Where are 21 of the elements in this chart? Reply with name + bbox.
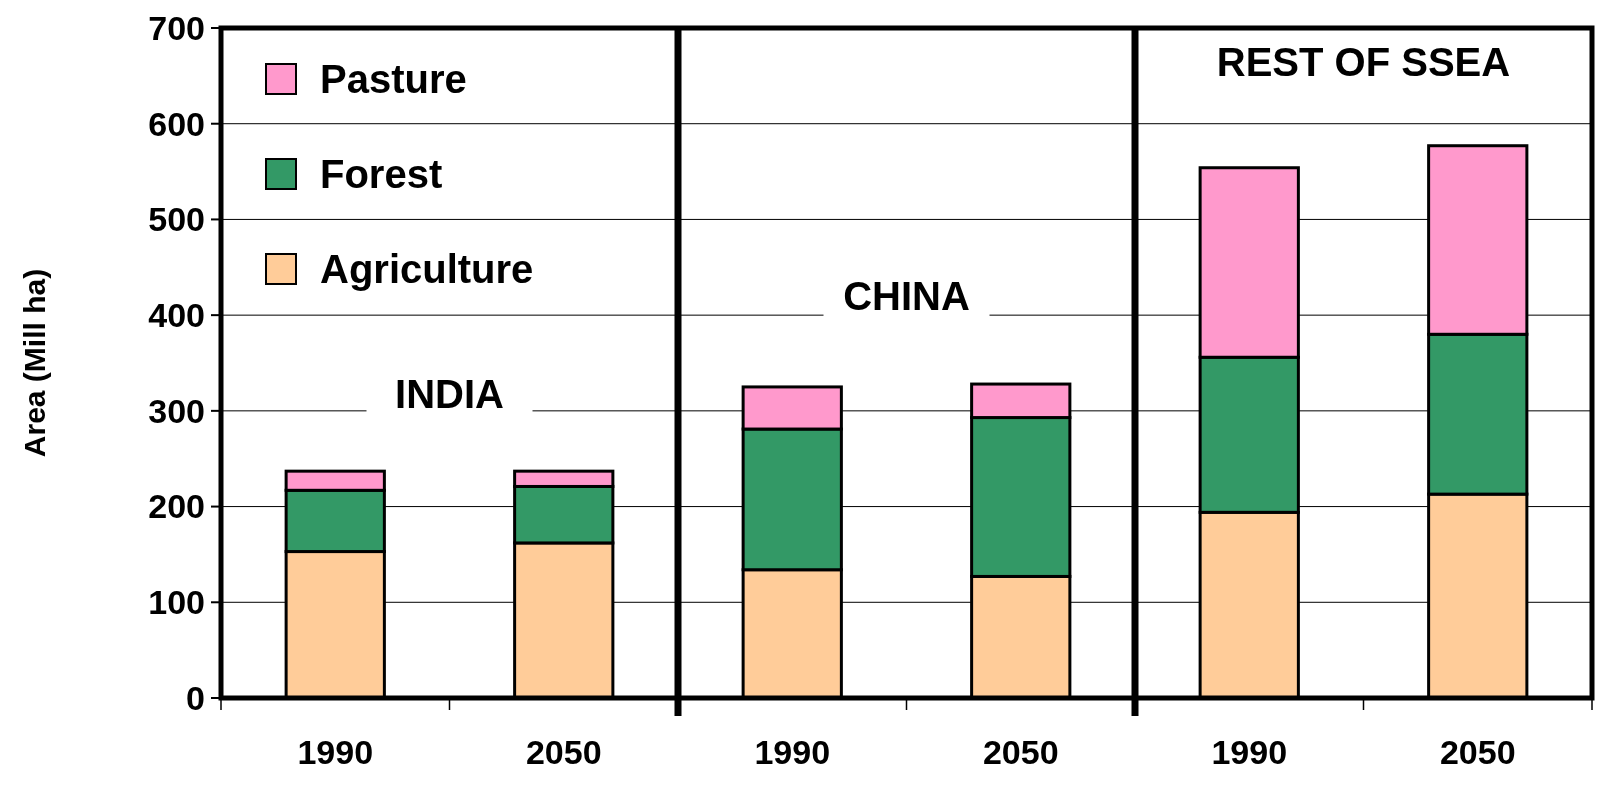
annotation: INDIA <box>395 371 504 416</box>
x-tick-label: 2050 <box>982 733 1059 771</box>
x-tick-label: 1990 <box>754 733 831 771</box>
x-tick-label: 1990 <box>1211 733 1288 771</box>
y-tick-label: 100 <box>148 583 205 622</box>
y-tick-label: 400 <box>148 296 205 335</box>
y-tick-label: 200 <box>148 487 205 526</box>
y-tick-label: 500 <box>148 200 205 239</box>
annotation: REST OF SSEA <box>1216 39 1511 84</box>
y-tick-label: 600 <box>148 104 205 143</box>
y-axis-title: Area (Mill ha) <box>18 268 51 458</box>
legend-label: Forest <box>320 152 443 196</box>
x-tick-label: 2050 <box>1439 733 1516 771</box>
y-tick-label: 300 <box>148 391 205 430</box>
legend-label: Agriculture <box>320 247 534 291</box>
annotation: CHINA <box>843 274 970 319</box>
y-tick-label: 700 <box>148 8 205 47</box>
y-tick-label: 0 <box>186 678 205 717</box>
legend-label: Pasture <box>320 57 467 101</box>
x-tick-label: 2050 <box>525 733 602 771</box>
x-tick-label: 1990 <box>297 733 374 771</box>
